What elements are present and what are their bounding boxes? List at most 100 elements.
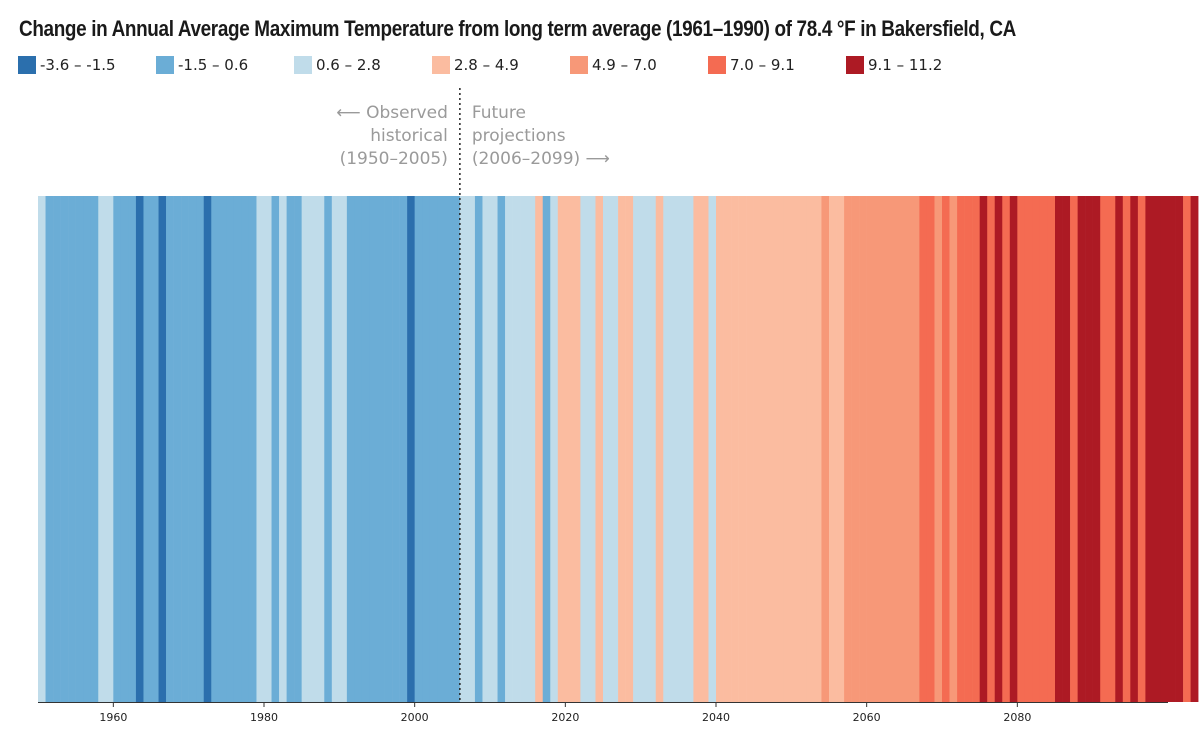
stripe-1970: [188, 196, 197, 702]
stripe-1981: [271, 196, 280, 702]
stripe-2095: [1130, 196, 1139, 702]
stripe-1979: [256, 196, 265, 702]
stripe-2047: [768, 196, 777, 702]
stripe-2013: [512, 196, 521, 702]
stripe-1999: [407, 196, 415, 702]
stripe-2081: [1024, 196, 1033, 702]
stripe-2017: [542, 196, 551, 702]
stripe-2011: [497, 196, 506, 702]
stripe-2045: [753, 196, 762, 702]
stripe-1969: [181, 196, 189, 702]
stripe-1994: [369, 196, 378, 702]
stripe-2041: [723, 196, 732, 702]
stripe-1962: [128, 196, 137, 702]
stripe-2087: [1070, 196, 1078, 702]
stripe-2026: [610, 196, 619, 702]
stripe-1952: [53, 196, 61, 702]
stripe-2064: [896, 196, 905, 702]
stripe-2024: [595, 196, 604, 702]
stripe-2063: [889, 196, 898, 702]
stripe-2009: [482, 196, 491, 702]
stripe-2076: [987, 196, 996, 702]
stripe-2000: [414, 196, 423, 702]
legend-swatch: [294, 56, 312, 74]
stripe-2074: [972, 196, 980, 702]
stripe-1990: [339, 196, 348, 702]
stripe-1953: [60, 196, 69, 702]
stripe-2049: [783, 196, 792, 702]
stripe-2035: [678, 196, 687, 702]
stripe-1986: [309, 196, 318, 702]
x-tick-label: 1960: [99, 711, 127, 724]
stripe-2042: [731, 196, 739, 702]
stripe-2052: [806, 196, 815, 702]
legend-item: -1.5 – 0.6: [156, 56, 248, 74]
stripe-1956: [83, 196, 92, 702]
stripe-2054: [821, 196, 830, 702]
future-annotation-line: projections: [472, 126, 566, 146]
stripe-2085: [1055, 196, 1063, 702]
legend-label: 2.8 – 4.9: [454, 56, 519, 74]
stripe-1980: [264, 196, 272, 702]
stripe-2089: [1085, 196, 1093, 702]
stripe-2068: [926, 196, 935, 702]
stripe-1992: [354, 196, 363, 702]
stripe-1983: [286, 196, 295, 702]
stripe-2022: [580, 196, 589, 702]
stripe-2088: [1077, 196, 1086, 702]
stripe-2066: [911, 196, 920, 702]
stripe-2082: [1032, 196, 1041, 702]
stripe-2058: [851, 196, 860, 702]
x-tick-label: 2080: [1003, 711, 1031, 724]
stripe-1955: [75, 196, 84, 702]
stripe-2037: [693, 196, 702, 702]
stripe-1982: [279, 196, 287, 702]
x-tick-label: 2040: [702, 711, 730, 724]
stripe-2038: [700, 196, 709, 702]
x-tick-label: 2060: [853, 711, 881, 724]
stripe-2092: [1107, 196, 1116, 702]
stripe-2036: [685, 196, 694, 702]
legend-item: 0.6 – 2.8: [294, 56, 381, 74]
observed-annotation-line: historical: [370, 126, 448, 146]
stripe-1998: [399, 196, 408, 702]
stripe-1972: [203, 196, 212, 702]
stripe-1964: [143, 196, 152, 702]
stripe-1995: [377, 196, 385, 702]
stripe-2034: [670, 196, 679, 702]
stripe-2040: [716, 196, 724, 702]
x-tick-label: 2000: [401, 711, 429, 724]
stripe-2062: [881, 196, 890, 702]
x-tick-label: 2020: [551, 711, 579, 724]
stripe-1967: [166, 196, 174, 702]
stripe-2029: [633, 196, 641, 702]
legend-item: 9.1 – 11.2: [846, 56, 942, 74]
legend-swatch: [846, 56, 864, 74]
stripe-1988: [324, 196, 333, 702]
observed-annotation-line: ⟵ Observed: [336, 103, 448, 123]
stripe-1985: [301, 196, 310, 702]
stripe-2044: [746, 196, 754, 702]
stripe-2080: [1017, 196, 1026, 702]
stripe-2027: [618, 196, 626, 702]
legend-label: 7.0 – 9.1: [730, 56, 795, 74]
stripe-2067: [919, 196, 928, 702]
stripe-2002: [429, 196, 438, 702]
stripe-2094: [1122, 196, 1131, 702]
stripe-1996: [384, 196, 393, 702]
stripe-2072: [957, 196, 965, 702]
stripe-2060: [866, 196, 875, 702]
stripe-1971: [196, 196, 205, 702]
legend-swatch: [432, 56, 450, 74]
legend-label: -1.5 – 0.6: [178, 56, 249, 74]
stripe-1976: [233, 196, 242, 702]
legend-swatch: [156, 56, 174, 74]
stripe-2033: [663, 196, 672, 702]
stripe-1974: [218, 196, 227, 702]
stripe-2018: [550, 196, 559, 702]
stripe-2025: [603, 196, 611, 702]
stripe-1958: [98, 196, 107, 702]
stripe-2006: [459, 196, 468, 702]
stripe-2101: [1175, 196, 1184, 702]
